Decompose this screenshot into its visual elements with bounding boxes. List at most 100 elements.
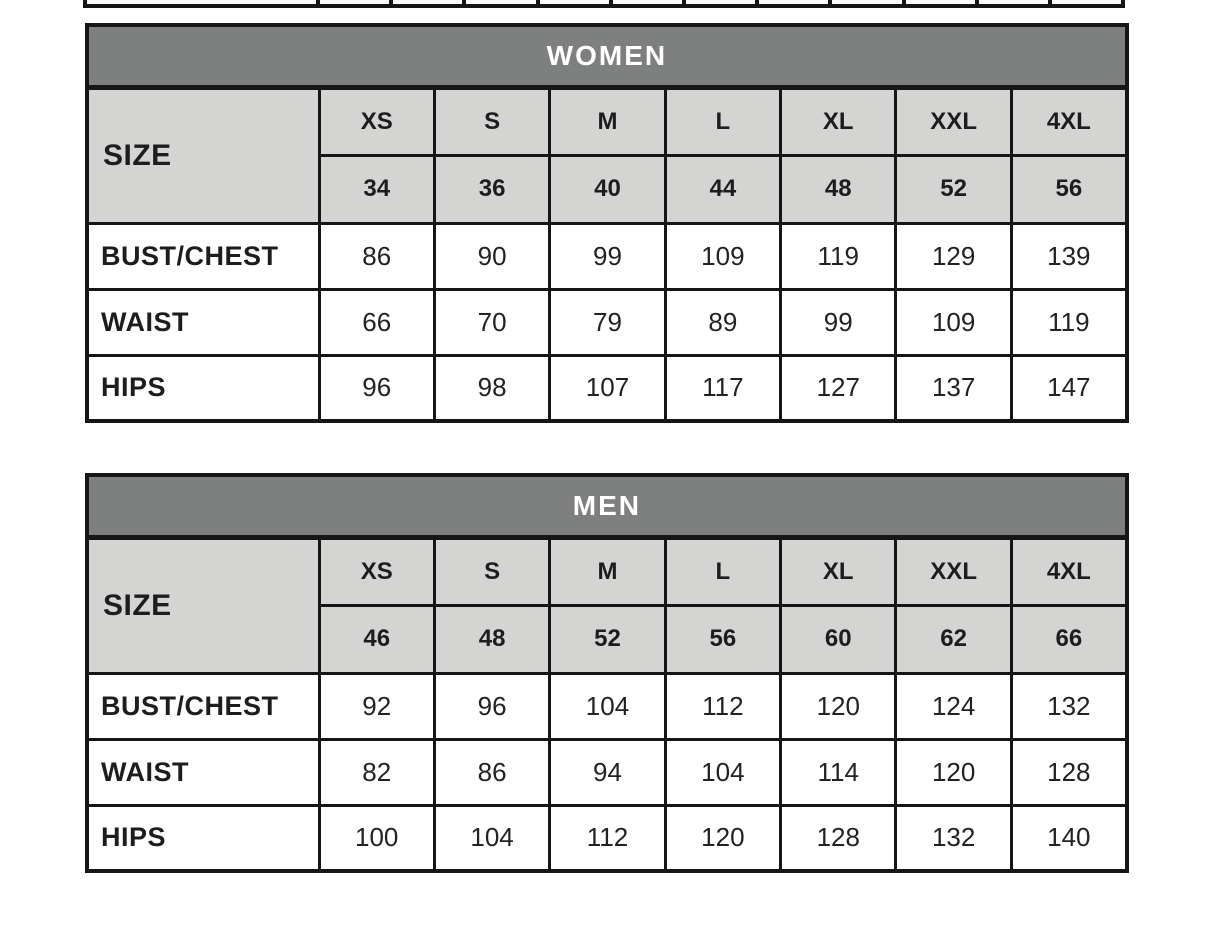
value-cell: 117 — [663, 353, 783, 423]
women-size-letter-cell: S — [432, 85, 552, 157]
cropped-cell — [681, 0, 756, 4]
value-cell: 96 — [317, 353, 436, 423]
row-label-cell: HIPS — [85, 353, 321, 423]
men-size-header-cell: SIZE — [85, 535, 321, 675]
value-cell: 120 — [663, 803, 783, 873]
value-cell: 140 — [1009, 803, 1129, 873]
value-cell: 99 — [548, 221, 667, 291]
men-size-letter-cell: L — [663, 535, 783, 607]
value-cell: 104 — [663, 737, 783, 807]
men-size-letter-cell: XL — [779, 535, 898, 607]
value-cell: 100 — [317, 803, 436, 873]
men-size-number-cell: 62 — [894, 603, 1013, 675]
women-size-header-cell: SIZE — [85, 85, 321, 225]
men-bust-row: BUST/CHEST 92 96 104 112 120 124 132 — [85, 671, 1129, 741]
value-cell: 104 — [432, 803, 552, 873]
cropped-cell — [901, 0, 975, 4]
value-cell: 96 — [432, 671, 552, 741]
value-cell: 66 — [317, 287, 436, 357]
value-cell: 94 — [548, 737, 667, 807]
value-cell: 86 — [432, 737, 552, 807]
value-cell: 82 — [317, 737, 436, 807]
women-size-letter-cell: M — [548, 85, 667, 157]
value-cell: 89 — [663, 287, 783, 357]
men-size-number-cell: 46 — [317, 603, 436, 675]
value-cell: 92 — [317, 671, 436, 741]
cropped-cell — [755, 0, 829, 4]
men-size-letter-cell: XXL — [894, 535, 1013, 607]
women-bust-row: BUST/CHEST 86 90 99 109 119 129 139 — [85, 221, 1129, 291]
value-cell: 109 — [894, 287, 1013, 357]
men-size-letter-cell: S — [432, 535, 552, 607]
row-label-cell: BUST/CHEST — [85, 671, 321, 741]
value-cell: 128 — [779, 803, 898, 873]
cropped-cell — [389, 0, 463, 4]
value-cell: 90 — [432, 221, 552, 291]
value-cell: 124 — [894, 671, 1013, 741]
row-label-cell: HIPS — [85, 803, 321, 873]
women-size-number-cell: 40 — [548, 153, 667, 225]
value-cell: 129 — [894, 221, 1013, 291]
value-cell: 119 — [1009, 287, 1129, 357]
women-size-number-cell: 34 — [317, 153, 436, 225]
cropped-cell — [974, 0, 1048, 4]
value-cell: 107 — [548, 353, 667, 423]
men-table-title: MEN — [85, 473, 1129, 540]
men-waist-row: WAIST 82 86 94 104 114 120 128 — [85, 737, 1129, 807]
value-cell: 112 — [663, 671, 783, 741]
value-cell: 120 — [894, 737, 1013, 807]
women-size-table: WOMEN SIZE XS S M L XL XXL 4XL 34 36 40 … — [85, 23, 1129, 423]
value-cell: 99 — [779, 287, 898, 357]
value-cell: 132 — [894, 803, 1013, 873]
men-size-number-cell: 52 — [548, 603, 667, 675]
cropped-cell — [462, 0, 536, 4]
men-size-letter-cell: XS — [317, 535, 436, 607]
women-hips-row: HIPS 96 98 107 117 127 137 147 — [85, 353, 1129, 423]
value-cell: 147 — [1009, 353, 1129, 423]
women-size-number-cell: 48 — [779, 153, 898, 225]
women-size-number-cell: 56 — [1009, 153, 1129, 225]
value-cell: 86 — [317, 221, 436, 291]
value-cell: 109 — [663, 221, 783, 291]
cropped-cell — [828, 0, 902, 4]
women-size-letter-cell: XXL — [894, 85, 1013, 157]
women-size-number-cell: 36 — [432, 153, 552, 225]
cropped-cell — [535, 0, 609, 4]
value-cell: 70 — [432, 287, 552, 357]
value-cell: 120 — [779, 671, 898, 741]
women-size-number-cell: 52 — [894, 153, 1013, 225]
women-size-letter-cell: XL — [779, 85, 898, 157]
value-cell: 112 — [548, 803, 667, 873]
row-label-cell: BUST/CHEST — [85, 221, 321, 291]
men-size-number-cell: 66 — [1009, 603, 1129, 675]
cropped-cell — [87, 0, 316, 4]
cropped-cell — [608, 0, 682, 4]
women-size-letter-cell: 4XL — [1009, 85, 1129, 157]
men-size-table: MEN SIZE XS S M L XL XXL 4XL 46 48 52 56… — [85, 473, 1129, 873]
value-cell: 104 — [548, 671, 667, 741]
women-size-letter-cell: L — [663, 85, 783, 157]
value-cell: 127 — [779, 353, 898, 423]
row-label-cell: WAIST — [85, 737, 321, 807]
men-size-number-cell: 48 — [432, 603, 552, 675]
men-size-number-cell: 56 — [663, 603, 783, 675]
value-cell: 132 — [1009, 671, 1129, 741]
value-cell: 128 — [1009, 737, 1129, 807]
value-cell: 139 — [1009, 221, 1129, 291]
men-size-number-cell: 60 — [779, 603, 898, 675]
women-waist-row: WAIST 66 70 79 89 99 109 119 — [85, 287, 1129, 357]
women-size-letter-cell: XS — [317, 85, 436, 157]
value-cell: 137 — [894, 353, 1013, 423]
value-cell: 119 — [779, 221, 898, 291]
men-hips-row: HIPS 100 104 112 120 128 132 140 — [85, 803, 1129, 873]
cropped-cell — [316, 0, 390, 4]
women-size-number-cell: 44 — [663, 153, 783, 225]
women-table-title: WOMEN — [85, 23, 1129, 90]
cropped-table-bottom-edge — [83, 0, 1125, 8]
value-cell: 79 — [548, 287, 667, 357]
row-label-cell: WAIST — [85, 287, 321, 357]
men-size-letter-cell: 4XL — [1009, 535, 1129, 607]
cropped-cell — [1047, 0, 1122, 4]
men-size-letter-cell: M — [548, 535, 667, 607]
